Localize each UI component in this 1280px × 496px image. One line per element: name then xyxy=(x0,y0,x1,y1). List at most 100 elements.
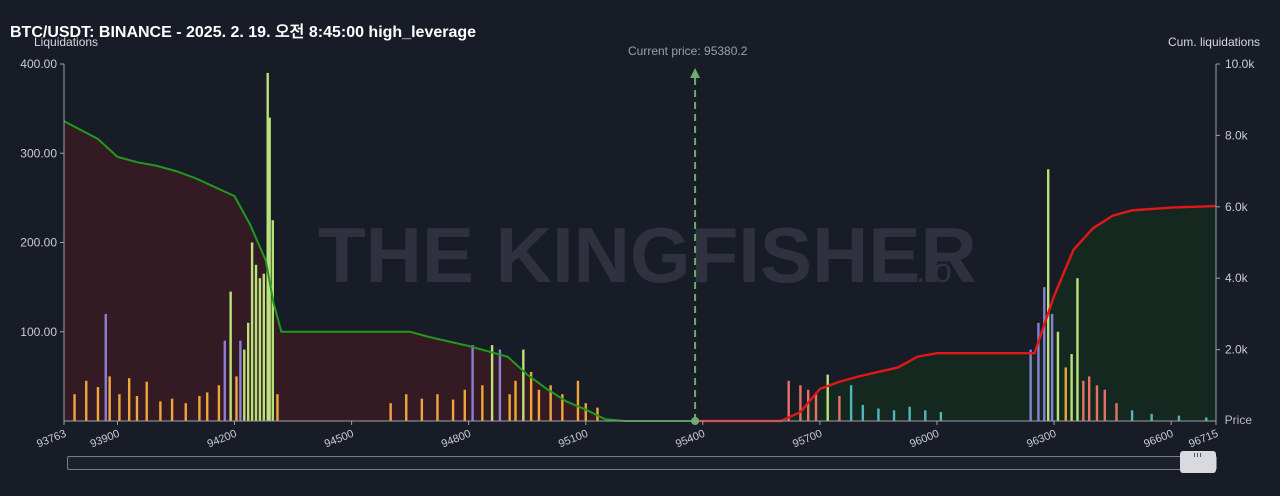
long-liquidation-bar xyxy=(537,389,541,421)
long-liquidation-bar xyxy=(198,396,201,421)
short-liquidation-bar xyxy=(1150,413,1153,421)
left-tick-label: 300.00 xyxy=(20,146,57,160)
long-liquidation-bar xyxy=(490,345,494,421)
short-liquidation-bar xyxy=(1046,169,1050,421)
right-tick-label: 10.0k xyxy=(1225,57,1255,71)
current-price-arrow xyxy=(690,68,701,78)
long-liquidation-bar xyxy=(243,349,246,421)
left-tick-label: 100.00 xyxy=(20,325,57,339)
x-axis-label: Price xyxy=(1224,413,1252,427)
right-tick-label: 8.0k xyxy=(1225,128,1249,142)
short-liquidation-bar xyxy=(826,374,829,421)
long-liquidation-bar xyxy=(250,242,254,421)
short-liquidation-bar xyxy=(1177,415,1181,421)
long-liquidation-bar xyxy=(266,72,269,422)
x-tick-label: 93763 xyxy=(35,428,68,451)
long-liquidation-bar xyxy=(235,376,238,421)
long-liquidation-bar xyxy=(529,371,533,421)
short-liquidation-bar xyxy=(1130,410,1134,421)
long-liquidation-bar xyxy=(135,396,139,421)
right-tick-label: 4.0k xyxy=(1225,271,1249,285)
range-scrollbar[interactable] xyxy=(67,451,1217,473)
right-axis-label: Cum. liquidations xyxy=(1167,35,1260,49)
long-cumulative-area xyxy=(64,121,696,422)
long-liquidation-bar xyxy=(229,291,232,421)
long-liquidation-bar xyxy=(96,387,100,421)
short-liquidation-bar xyxy=(787,380,790,421)
short-liquidation-bar xyxy=(1037,322,1040,421)
x-tick-label: 96000 xyxy=(908,428,941,451)
long-liquidation-bar xyxy=(420,398,424,421)
short-liquidation-bar xyxy=(1064,367,1067,421)
current-price-label: Current price: 95380.2 xyxy=(628,44,748,58)
short-liquidation-bar xyxy=(924,410,927,421)
long-liquidation-bar xyxy=(389,403,392,421)
long-liquidation-bar xyxy=(268,117,271,422)
right-tick-label: 6.0k xyxy=(1225,200,1249,214)
long-liquidation-bar xyxy=(254,264,258,421)
short-liquidation-bar xyxy=(1103,389,1106,421)
long-liquidation-bar xyxy=(451,399,455,421)
long-liquidation-bar xyxy=(118,394,121,421)
long-liquidation-bar xyxy=(576,380,580,421)
long-liquidation-bar xyxy=(246,322,250,421)
short-liquidation-bar xyxy=(1115,403,1118,421)
long-liquidation-bar xyxy=(549,385,552,421)
short-liquidation-bar xyxy=(1082,380,1085,421)
long-liquidation-bar xyxy=(258,278,262,421)
x-tick-label: 93900 xyxy=(89,428,122,451)
long-liquidation-bar xyxy=(436,394,439,421)
long-liquidation-bar xyxy=(239,340,242,421)
right-tick-label: 2.0k xyxy=(1225,343,1249,357)
x-tick-label: 94800 xyxy=(440,428,473,451)
long-liquidation-bar xyxy=(508,394,511,421)
x-tick-label: 94500 xyxy=(323,428,356,451)
short-cumulative-area xyxy=(695,206,1216,421)
short-liquidation-bar xyxy=(838,396,841,421)
short-liquidation-bar xyxy=(1029,349,1032,421)
scrollbar-handle[interactable] xyxy=(1180,451,1216,473)
x-tick-label: 95700 xyxy=(791,428,824,451)
watermark: THE KINGFISHER .io xyxy=(318,211,977,299)
short-liquidation-bar xyxy=(1056,331,1060,421)
long-liquidation-bar xyxy=(206,392,209,421)
short-liquidation-bar xyxy=(806,389,810,421)
watermark-suffix: .io xyxy=(916,252,952,290)
x-tick-label: 95100 xyxy=(557,428,590,451)
long-liquidation-bar xyxy=(145,381,148,421)
short-liquidation-bar xyxy=(861,404,865,421)
short-liquidation-bar xyxy=(849,385,853,421)
long-liquidation-bar xyxy=(271,220,274,421)
long-liquidation-bar xyxy=(405,394,408,421)
chart-title: BTC/USDT: BINANCE - 2025. 2. 19. 오전 8:45… xyxy=(10,24,477,41)
long-liquidation-bar xyxy=(108,376,111,421)
short-liquidation-bar xyxy=(1043,287,1046,421)
short-liquidation-bar xyxy=(814,394,818,421)
long-liquidation-bar xyxy=(104,313,107,421)
long-liquidation-bar xyxy=(463,389,466,421)
long-liquidation-bar xyxy=(471,345,474,421)
short-liquidation-bar xyxy=(1076,278,1079,421)
x-tick-label: 96600 xyxy=(1142,428,1175,451)
long-liquidation-bar xyxy=(262,273,266,421)
x-tick-label: 96715 xyxy=(1187,428,1220,451)
long-liquidation-bar xyxy=(184,403,187,421)
long-liquidation-bar xyxy=(276,394,279,421)
left-tick-label: 200.00 xyxy=(20,236,57,250)
long-liquidation-bar xyxy=(498,349,502,421)
short-liquidation-bar xyxy=(1087,376,1091,421)
long-liquidation-bar xyxy=(223,340,226,421)
long-liquidation-bar xyxy=(522,349,525,421)
x-tick-label: 95400 xyxy=(674,428,707,451)
long-liquidation-bar xyxy=(514,380,517,421)
long-liquidation-bar xyxy=(159,401,162,421)
long-liquidation-bar xyxy=(217,385,221,421)
short-liquidation-bar xyxy=(1070,354,1073,421)
long-liquidation-bar xyxy=(170,398,174,421)
short-cumulative-line xyxy=(695,204,1217,423)
long-cumulative-line xyxy=(63,120,696,422)
short-liquidation-bar xyxy=(1050,313,1054,421)
short-liquidation-bar xyxy=(939,412,943,421)
long-liquidation-bar xyxy=(481,385,484,421)
